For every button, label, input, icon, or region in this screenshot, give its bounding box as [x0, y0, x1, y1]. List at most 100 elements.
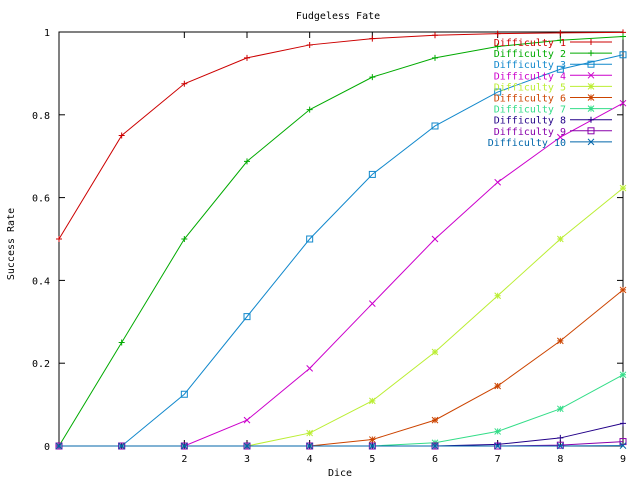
data-point-plus: [432, 32, 438, 39]
data-point-plus: [588, 116, 594, 123]
y-tick-label: 1: [44, 28, 50, 39]
data-point-cross: [619, 99, 627, 107]
data-point-cross: [118, 442, 126, 450]
x-tick-label: 4: [307, 454, 313, 465]
y-tick-label: 0.2: [32, 359, 50, 370]
data-point-star: [556, 405, 564, 413]
data-point-plus: [620, 33, 626, 40]
data-point-star: [494, 382, 502, 390]
data-point-plus: [494, 30, 501, 37]
data-point-cross: [55, 442, 63, 450]
series-6: [55, 286, 627, 450]
data-point-star: [368, 397, 376, 405]
data-point-cross: [243, 416, 251, 424]
series-line: [59, 289, 624, 447]
data-point-plus: [244, 158, 250, 165]
series-1: [56, 29, 626, 242]
data-point-plus: [432, 54, 438, 61]
data-point-cross: [556, 442, 564, 450]
data-point-plus: [118, 132, 125, 139]
data-point-cross: [494, 178, 502, 186]
data-point-star: [556, 235, 564, 243]
y-tick-label: 0: [44, 442, 50, 453]
legend-label: Difficulty 1: [494, 38, 566, 49]
data-point-star: [494, 292, 502, 300]
series-line: [58, 36, 624, 447]
data-point-star: [494, 428, 502, 435]
data-point-plus: [494, 43, 501, 50]
data-point-square: [556, 441, 564, 449]
series-4: [55, 99, 627, 450]
legend-label: Difficulty 10: [488, 138, 566, 149]
series-5: [55, 184, 627, 450]
data-point-star: [368, 436, 376, 443]
legend-label: Difficulty 4: [494, 71, 566, 82]
data-point-star: [306, 429, 314, 437]
legend-label: Difficulty 6: [494, 94, 566, 105]
data-point-plus: [56, 236, 62, 242]
data-point-plus: [118, 339, 125, 346]
data-point-plus: [181, 236, 188, 242]
legend-label: Difficulty 5: [494, 82, 566, 93]
legend-label: Difficulty 7: [494, 105, 566, 116]
data-point-star: [431, 416, 439, 424]
data-point-star: [619, 286, 627, 294]
series-3: [55, 51, 627, 450]
data-point-square: [587, 60, 595, 68]
data-point-plus: [306, 106, 313, 113]
x-tick-label: 8: [557, 454, 563, 465]
data-point-star: [619, 184, 627, 192]
legend-label: Difficulty 8: [494, 116, 566, 127]
x-axis-label: Dice: [328, 468, 352, 479]
series-line: [59, 441, 624, 447]
data-point-plus: [557, 37, 564, 44]
data-point-cross: [368, 442, 376, 450]
data-point-square: [587, 127, 595, 135]
data-point-plus: [369, 35, 376, 42]
data-point-star: [431, 348, 439, 356]
data-point-star: [587, 94, 595, 101]
y-tick-label: 0.6: [32, 194, 50, 205]
y-tick-label: 0.8: [32, 111, 50, 122]
data-point-cross: [556, 133, 564, 141]
data-point-plus: [620, 420, 626, 427]
legend-label: Difficulty 9: [494, 127, 566, 138]
data-point-cross: [368, 300, 376, 307]
data-point-plus: [588, 39, 594, 45]
data-point-plus: [244, 54, 250, 61]
data-point-square: [368, 170, 376, 178]
data-point-plus: [306, 41, 313, 48]
x-tick-label: 7: [495, 454, 501, 465]
data-point-cross: [619, 442, 627, 449]
data-point-square: [556, 65, 564, 73]
legend-label: Difficulty 3: [494, 60, 566, 71]
data-point-square: [306, 235, 314, 243]
data-point-cross: [494, 442, 502, 450]
data-point-square: [494, 88, 502, 96]
data-point-plus: [369, 74, 376, 81]
data-point-cross: [243, 442, 251, 450]
series-10: [55, 442, 627, 450]
data-point-star: [587, 83, 595, 90]
data-point-cross: [306, 442, 314, 450]
data-point-square: [180, 390, 188, 398]
data-point-square: [431, 122, 439, 130]
data-point-cross: [431, 235, 439, 243]
data-point-plus: [557, 434, 564, 441]
series-8: [56, 420, 626, 449]
x-tick-label: 6: [432, 454, 438, 465]
series-layer: [55, 29, 627, 450]
series-line: [59, 187, 624, 447]
x-tick-label: 9: [620, 454, 626, 465]
data-point-square: [619, 51, 627, 59]
data-point-plus: [181, 80, 188, 87]
data-point-cross: [431, 442, 439, 450]
data-point-cross: [587, 71, 595, 79]
x-tick-label: 2: [181, 454, 187, 465]
series-line: [58, 31, 624, 240]
series-line: [59, 102, 624, 447]
x-tick-label: 3: [244, 454, 250, 465]
chart-title: Fudgeless Fate: [296, 11, 380, 22]
x-tick-label: 5: [369, 454, 375, 465]
